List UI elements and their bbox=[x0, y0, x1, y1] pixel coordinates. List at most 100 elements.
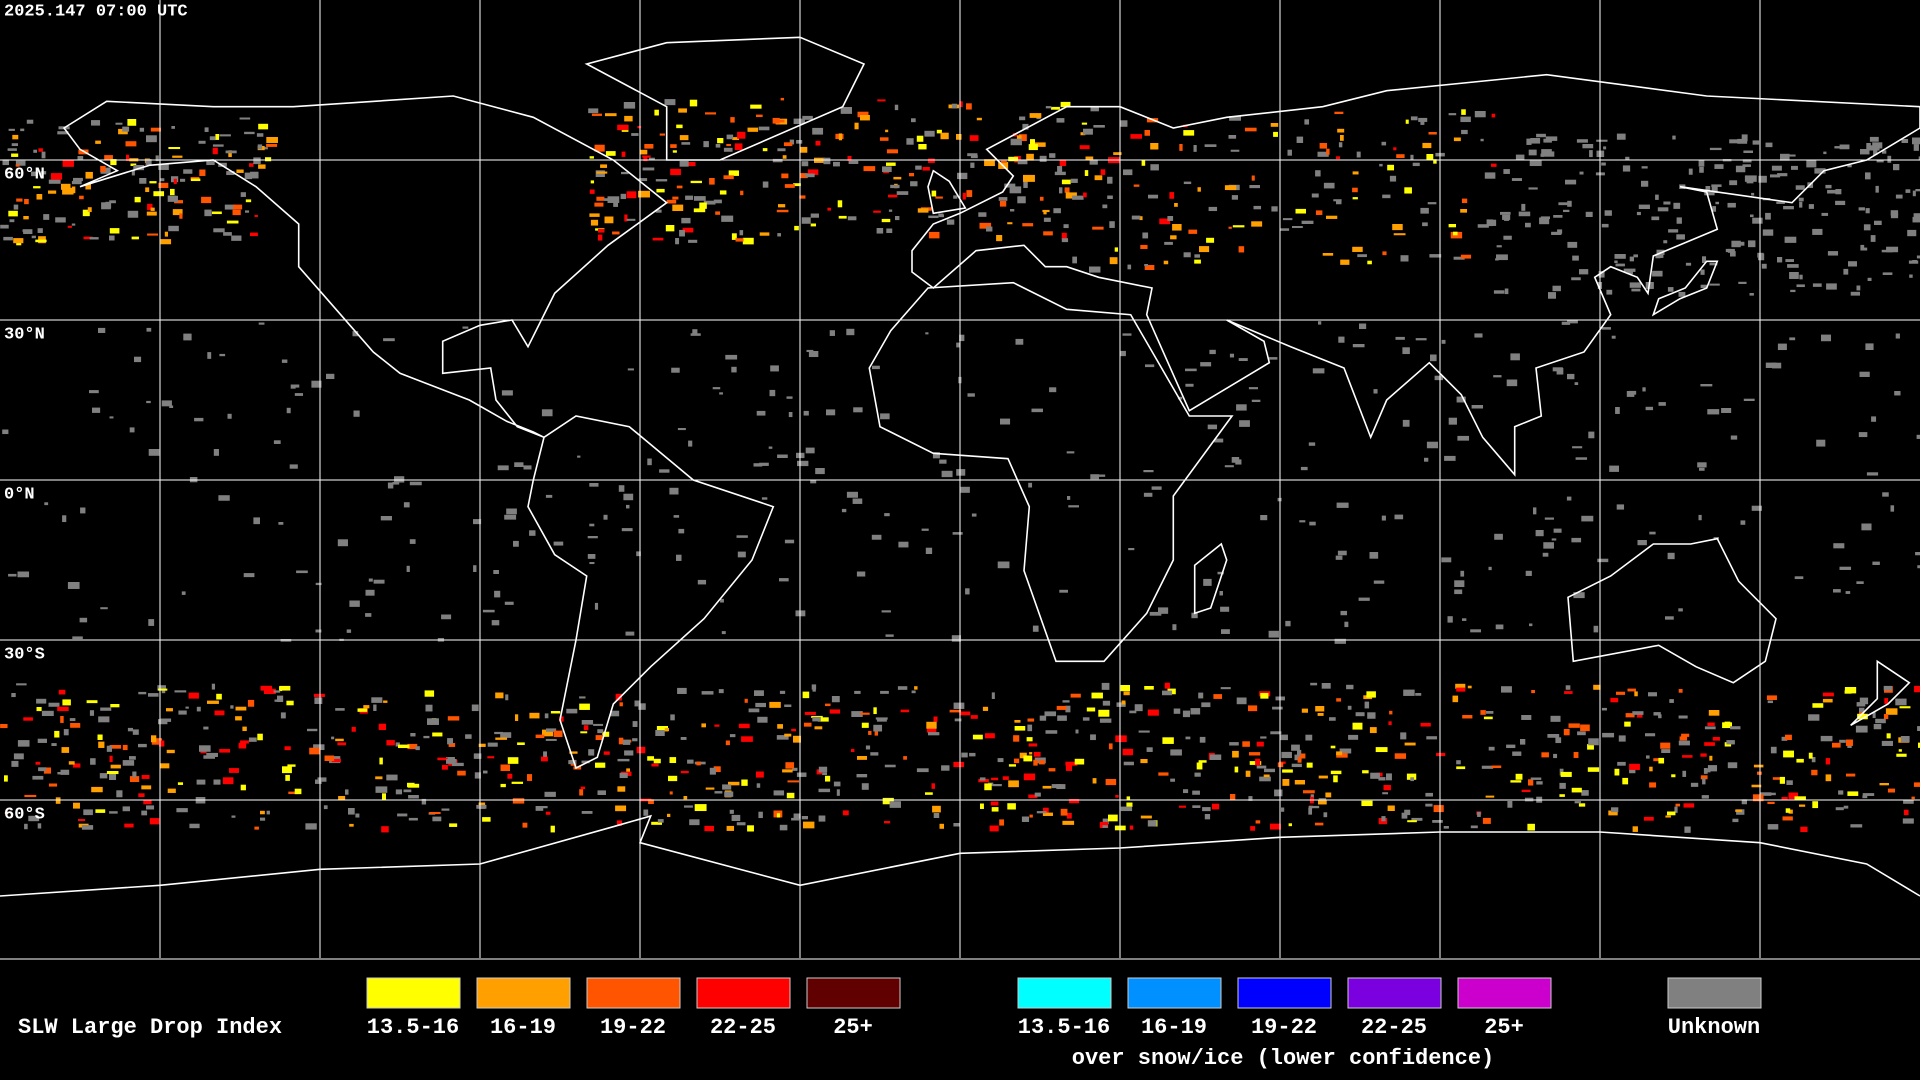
cloud-pixel bbox=[392, 481, 400, 485]
cloud-pixel bbox=[714, 724, 720, 727]
cloud-pixel bbox=[619, 702, 623, 707]
cloud-pixel bbox=[1000, 418, 1011, 425]
cloud-pixel bbox=[1560, 771, 1572, 777]
cloud-pixel bbox=[1147, 709, 1159, 716]
cloud-pixel bbox=[504, 514, 517, 520]
cloud-pixel bbox=[1585, 211, 1593, 217]
cloud-pixel bbox=[507, 773, 513, 779]
cloud-pixel bbox=[226, 171, 235, 176]
cloud-pixel bbox=[1456, 396, 1466, 403]
cloud-pixel bbox=[415, 746, 420, 751]
cloud-pixel bbox=[734, 143, 743, 151]
cloud-pixel bbox=[1682, 770, 1687, 777]
cloud-pixel bbox=[462, 326, 469, 329]
cloud-pixel bbox=[784, 704, 792, 708]
cloud-pixel bbox=[1460, 254, 1472, 259]
cloud-pixel bbox=[1142, 232, 1149, 239]
cloud-pixel bbox=[638, 703, 646, 710]
cloud-pixel bbox=[494, 590, 501, 598]
cloud-pixel bbox=[1318, 798, 1327, 801]
cloud-pixel bbox=[1422, 142, 1432, 149]
cloud-pixel bbox=[928, 158, 935, 163]
cloud-pixel bbox=[1143, 470, 1154, 473]
cloud-pixel bbox=[166, 749, 175, 754]
legend-swatch bbox=[1667, 977, 1762, 1009]
cloud-pixel bbox=[999, 201, 1007, 207]
cloud-pixel bbox=[1658, 714, 1662, 719]
cloud-pixel bbox=[146, 805, 155, 810]
cloud-pixel bbox=[1628, 390, 1637, 395]
cloud-pixel bbox=[1056, 705, 1067, 710]
cloud-pixel bbox=[550, 711, 561, 714]
cloud-pixel bbox=[421, 798, 427, 805]
cloud-pixel bbox=[1808, 714, 1820, 721]
cloud-pixel bbox=[624, 750, 634, 756]
cloud-pixel bbox=[1347, 705, 1352, 710]
cloud-pixel bbox=[848, 160, 859, 164]
cloud-pixel bbox=[979, 777, 986, 781]
cloud-pixel bbox=[1242, 741, 1250, 747]
cloud-pixel bbox=[588, 749, 595, 756]
cloud-pixel bbox=[106, 771, 119, 775]
cloud-pixel bbox=[240, 192, 246, 197]
cloud-pixel bbox=[1383, 785, 1391, 791]
cloud-pixel bbox=[769, 389, 776, 397]
cloud-pixel bbox=[1862, 793, 1875, 796]
cloud-pixel bbox=[160, 239, 172, 245]
cloud-pixel bbox=[406, 565, 410, 572]
cloud-pixel bbox=[756, 410, 766, 416]
cloud-pixel bbox=[689, 99, 698, 107]
cloud-pixel bbox=[1183, 789, 1189, 794]
legend-swatch bbox=[1127, 977, 1222, 1009]
cloud-pixel bbox=[1400, 255, 1409, 262]
cloud-pixel bbox=[720, 598, 724, 603]
cloud-pixel bbox=[617, 758, 630, 762]
cloud-pixel bbox=[3, 236, 13, 241]
cloud-pixel bbox=[1918, 156, 1920, 161]
cloud-pixel bbox=[1199, 736, 1206, 743]
cloud-pixel bbox=[1134, 704, 1143, 712]
cloud-pixel bbox=[1581, 515, 1594, 522]
cloud-pixel bbox=[936, 129, 942, 134]
cloud-pixel bbox=[550, 825, 555, 833]
coastline bbox=[527, 415, 775, 770]
cloud-pixel bbox=[1378, 777, 1386, 781]
cloud-pixel bbox=[1017, 196, 1026, 204]
cloud-pixel bbox=[1707, 765, 1718, 772]
cloud-pixel bbox=[124, 823, 134, 828]
cloud-pixel bbox=[1507, 801, 1513, 808]
cloud-pixel bbox=[603, 751, 610, 755]
cloud-pixel bbox=[1636, 211, 1641, 216]
cloud-pixel bbox=[85, 183, 91, 190]
cloud-pixel bbox=[1611, 335, 1616, 339]
cloud-pixel bbox=[1561, 321, 1571, 325]
cloud-pixel bbox=[266, 137, 278, 143]
cloud-pixel bbox=[323, 805, 328, 810]
cloud-pixel bbox=[1109, 257, 1118, 265]
cloud-pixel bbox=[1869, 136, 1879, 142]
cloud-pixel bbox=[989, 825, 999, 832]
cloud-pixel bbox=[68, 761, 75, 765]
cloud-pixel bbox=[381, 826, 389, 833]
cloud-pixel bbox=[1661, 749, 1671, 754]
cloud-pixel bbox=[984, 159, 995, 167]
cloud-pixel bbox=[1319, 143, 1327, 149]
cloud-pixel bbox=[876, 718, 887, 722]
cloud-pixel bbox=[721, 631, 726, 635]
cloud-pixel bbox=[1627, 688, 1636, 692]
cloud-pixel bbox=[724, 791, 734, 797]
cloud-pixel bbox=[1318, 321, 1322, 325]
cloud-pixel bbox=[1429, 254, 1442, 258]
cloud-pixel bbox=[127, 727, 134, 732]
cloud-pixel bbox=[71, 186, 76, 194]
cloud-pixel bbox=[230, 705, 234, 709]
cloud-pixel bbox=[1388, 721, 1392, 725]
cloud-pixel bbox=[514, 462, 524, 468]
cloud-pixel bbox=[1448, 224, 1457, 228]
cloud-pixel bbox=[559, 716, 564, 722]
cloud-pixel bbox=[1301, 708, 1308, 713]
cloud-pixel bbox=[847, 216, 857, 221]
cloud-pixel bbox=[1467, 685, 1472, 689]
cloud-pixel bbox=[1163, 260, 1169, 265]
cloud-pixel bbox=[1735, 809, 1742, 812]
